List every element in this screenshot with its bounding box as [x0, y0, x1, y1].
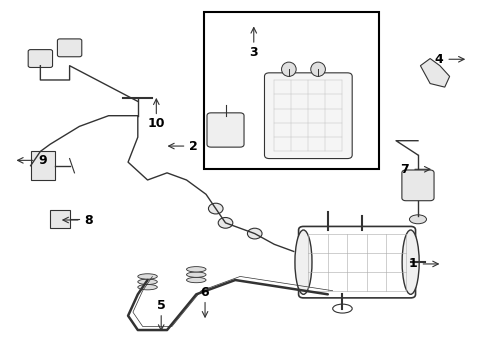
- FancyBboxPatch shape: [207, 113, 244, 147]
- Ellipse shape: [410, 215, 426, 224]
- Text: 4: 4: [435, 53, 443, 66]
- Ellipse shape: [138, 274, 157, 279]
- Ellipse shape: [138, 279, 157, 284]
- Polygon shape: [420, 59, 450, 87]
- Bar: [50, 210, 70, 228]
- Text: 2: 2: [190, 140, 198, 153]
- Ellipse shape: [311, 62, 325, 76]
- Ellipse shape: [402, 230, 419, 294]
- Bar: [30, 152, 55, 180]
- Text: 1: 1: [409, 257, 417, 270]
- Ellipse shape: [282, 62, 296, 76]
- Text: 10: 10: [147, 117, 165, 130]
- FancyBboxPatch shape: [402, 170, 434, 201]
- FancyBboxPatch shape: [298, 226, 416, 298]
- Text: 9: 9: [39, 154, 47, 167]
- Text: 8: 8: [84, 213, 93, 226]
- Circle shape: [247, 228, 262, 239]
- FancyBboxPatch shape: [265, 73, 352, 158]
- Bar: [203, 12, 379, 169]
- Ellipse shape: [333, 304, 352, 313]
- FancyBboxPatch shape: [57, 39, 82, 57]
- Ellipse shape: [138, 284, 157, 290]
- Ellipse shape: [187, 267, 206, 272]
- FancyBboxPatch shape: [28, 50, 52, 67]
- Circle shape: [208, 203, 223, 214]
- Text: 3: 3: [249, 46, 258, 59]
- Circle shape: [218, 217, 233, 228]
- Ellipse shape: [187, 277, 206, 283]
- Text: 5: 5: [157, 299, 166, 312]
- Ellipse shape: [187, 272, 206, 277]
- Text: 6: 6: [201, 286, 209, 299]
- Ellipse shape: [295, 230, 312, 294]
- Text: 7: 7: [400, 163, 409, 176]
